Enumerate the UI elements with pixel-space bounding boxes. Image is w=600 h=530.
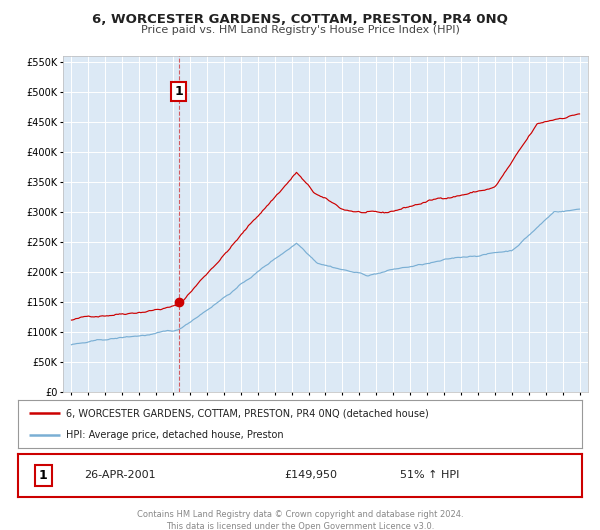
Text: 6, WORCESTER GARDENS, COTTAM, PRESTON, PR4 0NQ (detached house): 6, WORCESTER GARDENS, COTTAM, PRESTON, P… bbox=[66, 408, 428, 418]
Text: HPI: Average price, detached house, Preston: HPI: Average price, detached house, Pres… bbox=[66, 430, 284, 440]
Text: Contains HM Land Registry data © Crown copyright and database right 2024.: Contains HM Land Registry data © Crown c… bbox=[137, 510, 463, 519]
Text: This data is licensed under the Open Government Licence v3.0.: This data is licensed under the Open Gov… bbox=[166, 522, 434, 530]
Text: 1: 1 bbox=[39, 469, 48, 482]
Text: 6, WORCESTER GARDENS, COTTAM, PRESTON, PR4 0NQ: 6, WORCESTER GARDENS, COTTAM, PRESTON, P… bbox=[92, 13, 508, 26]
Text: £149,950: £149,950 bbox=[285, 471, 338, 480]
Text: Price paid vs. HM Land Registry's House Price Index (HPI): Price paid vs. HM Land Registry's House … bbox=[140, 25, 460, 35]
Text: 1: 1 bbox=[174, 85, 183, 98]
Text: 51% ↑ HPI: 51% ↑ HPI bbox=[400, 471, 460, 480]
Text: 26-APR-2001: 26-APR-2001 bbox=[84, 471, 155, 480]
